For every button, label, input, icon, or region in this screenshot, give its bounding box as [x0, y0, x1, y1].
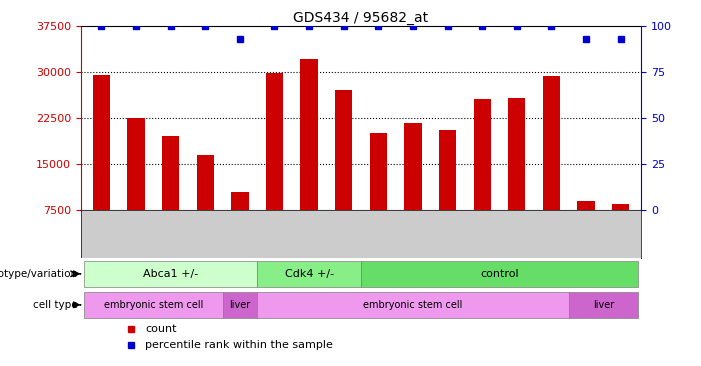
Bar	[162, 137, 179, 210]
Bar	[128, 118, 144, 210]
Bar	[369, 133, 387, 210]
Bar	[84, 261, 257, 287]
Bar	[301, 59, 318, 210]
Bar	[222, 292, 257, 318]
Text: Cdk4 +/-: Cdk4 +/-	[285, 269, 334, 279]
Text: count: count	[145, 324, 177, 334]
Bar	[196, 155, 214, 210]
Text: percentile rank within the sample: percentile rank within the sample	[145, 340, 333, 350]
Bar	[257, 292, 569, 318]
Bar	[439, 130, 456, 210]
Bar	[93, 75, 110, 210]
Bar	[404, 123, 421, 210]
Bar	[231, 192, 249, 210]
Text: liver: liver	[593, 300, 614, 310]
Bar	[361, 261, 638, 287]
Bar	[578, 201, 594, 210]
Bar	[543, 76, 560, 210]
Title: GDS434 / 95682_at: GDS434 / 95682_at	[294, 11, 428, 25]
Bar	[508, 98, 526, 210]
Text: embryonic stem cell: embryonic stem cell	[104, 300, 203, 310]
Bar	[612, 204, 629, 210]
Text: liver: liver	[229, 300, 250, 310]
Text: control: control	[480, 269, 519, 279]
Bar	[569, 292, 638, 318]
Text: Abca1 +/-: Abca1 +/-	[143, 269, 198, 279]
Bar	[473, 100, 491, 210]
Bar	[257, 261, 361, 287]
Bar	[266, 73, 283, 210]
Text: genotype/variation: genotype/variation	[0, 269, 78, 279]
Bar	[84, 292, 222, 318]
Text: embryonic stem cell: embryonic stem cell	[363, 300, 463, 310]
Text: cell type: cell type	[33, 300, 78, 310]
Bar	[335, 90, 353, 210]
